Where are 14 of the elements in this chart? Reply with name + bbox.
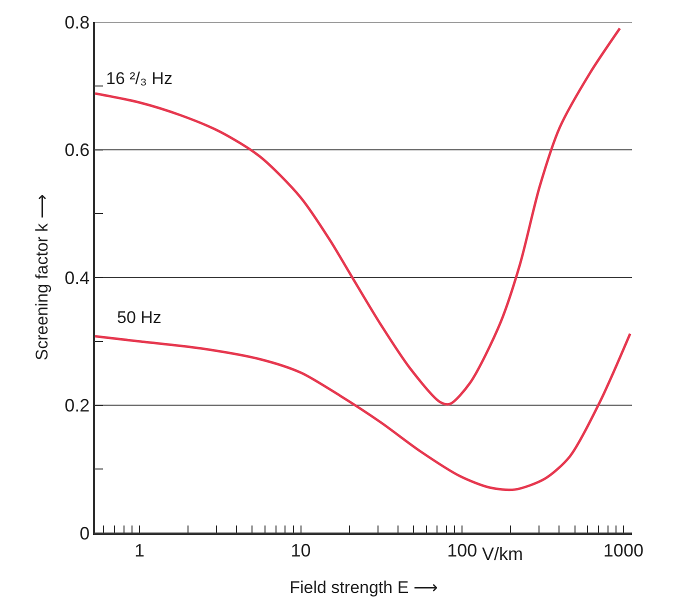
y-tick-label: 0.2 bbox=[64, 396, 90, 416]
y-tick-label: 0.6 bbox=[64, 140, 90, 160]
x-tick-label: 1000 bbox=[603, 540, 644, 560]
y-tick-label: 0.4 bbox=[64, 268, 90, 288]
x-axis-title: Field strength E ⟶ bbox=[290, 578, 438, 598]
y-tick-label: 0 bbox=[80, 523, 90, 544]
x-tick-label: 100 bbox=[447, 540, 478, 560]
series-label: 16 ²/₃ Hz bbox=[106, 69, 172, 88]
y-axis-title: Screening factor k ⟶ bbox=[32, 194, 52, 360]
x-tick-label: 10 bbox=[290, 540, 311, 560]
text: V/km bbox=[482, 544, 524, 564]
series-label: 50 Hz bbox=[117, 308, 162, 327]
y-tick-label: 0.8 bbox=[64, 12, 90, 32]
x-tick-label: 1 bbox=[134, 540, 144, 560]
